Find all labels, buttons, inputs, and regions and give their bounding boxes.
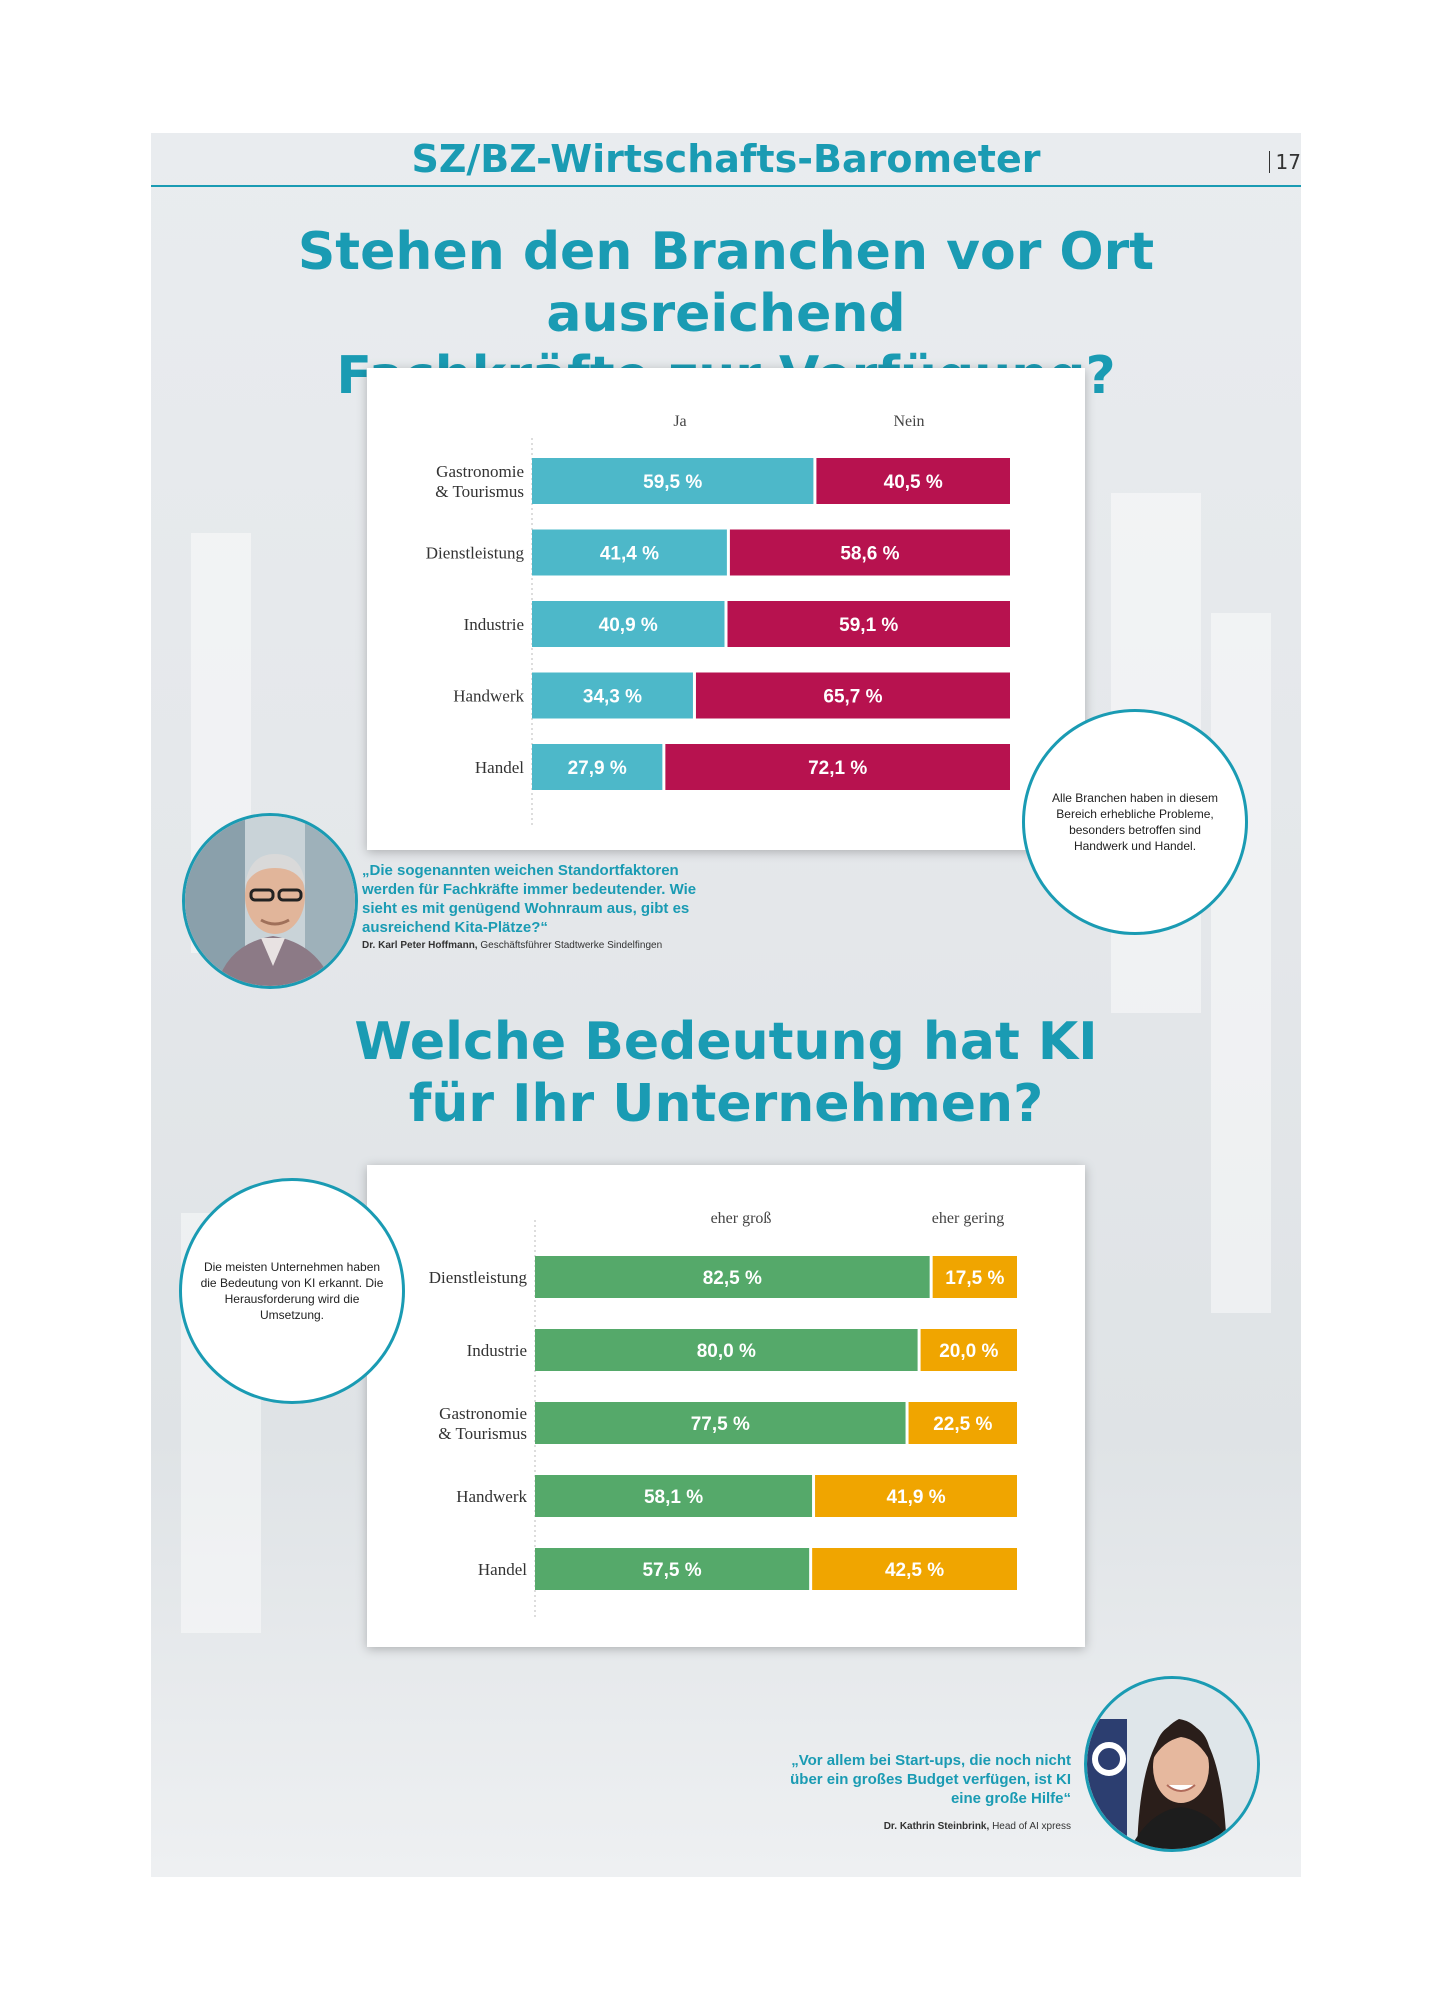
quote-hoffmann-author: Dr. Karl Peter Hoffmann, (362, 940, 478, 951)
bar-value-label: 40,5 % (884, 472, 943, 493)
quote-hoffmann-role: Geschäftsführer Stadtwerke Sindelfingen (480, 940, 663, 951)
quote-hoffmann: „Die sogenannten weichen Standortfaktore… (362, 862, 697, 936)
bar-segment (532, 672, 693, 719)
header-title: SZ/BZ-Wirtschafts-Barometer (411, 137, 1041, 181)
bar-value-label: 27,9 % (568, 758, 627, 779)
category-label: Handel (475, 758, 524, 777)
legend-label: Ja (673, 413, 686, 430)
bar-value-label: 59,5 % (643, 472, 702, 493)
quote-steinbrink: „Vor allem bei Start-ups, die noch nicht… (790, 1752, 1071, 1807)
newspaper-page: SZ/BZ-Wirtschafts-Barometer 17 Stehen de… (151, 133, 1301, 1877)
chart-fachkraefte-svg: Ja Nein Gastronomie & Tourismus 59,5 % 40,5 %… (426, 413, 1010, 828)
bar-segment (532, 601, 725, 647)
bar-value-label: 17,5 % (945, 1268, 1004, 1289)
quote-steinbrink-attribution: Dr. Kathrin Steinbrink, Head of AI xpres… (711, 1821, 1071, 1832)
avatar-hoffmann (182, 813, 358, 989)
bar-value-label: 72,1 % (808, 758, 867, 779)
callout-ki: Die meisten Unternehmen haben die Bedeut… (179, 1178, 405, 1404)
quote-steinbrink-author: Dr. Kathrin Steinbrink, (883, 1821, 990, 1832)
bar-segment (727, 601, 1010, 647)
category-label: Handel (478, 1560, 527, 1579)
bar-value-label: 40,9 % (599, 615, 658, 636)
bar-segment (932, 1256, 1017, 1298)
chart-fachkraefte: Ja Nein Gastronomie & Tourismus 59,5 % 40,5 %… (367, 368, 1085, 850)
category-label: Dienstleistung (429, 1268, 528, 1287)
bar-segment (812, 1548, 1017, 1590)
bar-value-label: 22,5 % (933, 1414, 992, 1435)
bar-value-label: 20,0 % (939, 1341, 998, 1362)
section1-heading-line1: Stehen den Branchen vor Ort ausreichend (297, 222, 1155, 344)
callout-fachkraefte-text: Alle Branchen haben in diesem Bereich er… (1051, 791, 1219, 853)
bar-value-label: 80,0 % (697, 1341, 756, 1362)
bar-value-label: 57,5 % (642, 1560, 701, 1581)
section2-heading-line1: Welche Bedeutung hat KI (354, 1012, 1098, 1072)
legend-label: Nein (893, 413, 924, 430)
bar-segment (532, 744, 663, 790)
background-decoration (1211, 613, 1271, 1313)
bar-segment (665, 744, 1010, 790)
bar-value-label: 82,5 % (703, 1268, 762, 1289)
bar-segment (535, 1548, 810, 1590)
category-label: Gastronomie & Tourismus (435, 462, 524, 501)
bar-value-label: 77,5 % (691, 1414, 750, 1435)
bar-segment (816, 458, 1010, 504)
chart-ki-bedeutung: eher groß eher gering Dienstleistung 82,5 %… (367, 1165, 1085, 1647)
bar-segment (695, 672, 1010, 719)
bar-segment (535, 1329, 918, 1371)
legend-label: eher gering (932, 1210, 1004, 1227)
legend-label: eher groß (711, 1210, 772, 1227)
category-label: Industrie (467, 1341, 527, 1360)
bar-value-label: 65,7 % (823, 687, 882, 708)
bar-value-label: 58,6 % (840, 544, 899, 565)
bar-segment (532, 529, 727, 576)
bar-segment (920, 1329, 1017, 1371)
page-header: SZ/BZ-Wirtschafts-Barometer 17 (151, 133, 1301, 187)
category-label: Handwerk (453, 687, 524, 706)
bar-segment (535, 1475, 813, 1517)
category-label: Handwerk (456, 1487, 527, 1506)
callout-ki-text: Die meisten Unternehmen haben die Bedeut… (200, 1260, 384, 1322)
chart-ki-bedeutung-svg: eher groß eher gering Dienstleistung 82,5 %… (429, 1210, 1017, 1620)
page-number: 17 (1268, 151, 1301, 173)
bar-segment (815, 1475, 1017, 1517)
bar-value-label: 42,5 % (885, 1560, 944, 1581)
bar-segment (535, 1402, 906, 1444)
bar-value-label: 59,1 % (839, 615, 898, 636)
category-label: Dienstleistung (426, 544, 525, 563)
portrait-steinbrink-image (1087, 1679, 1257, 1849)
bar-segment (908, 1402, 1017, 1444)
avatar-steinbrink (1084, 1676, 1260, 1852)
section2-heading: Welche Bedeutung hat KI für Ihr Unterneh… (151, 1011, 1301, 1135)
bar-value-label: 41,9 % (886, 1487, 945, 1508)
quote-steinbrink-role: Head of AI xpress (992, 1821, 1071, 1832)
callout-fachkraefte: Alle Branchen haben in diesem Bereich er… (1022, 709, 1248, 935)
bar-segment (729, 529, 1010, 576)
category-label: Gastronomie & Tourismus (438, 1404, 527, 1443)
bar-value-label: 58,1 % (644, 1487, 703, 1508)
bar-segment (535, 1256, 930, 1298)
portrait-hoffmann-image (185, 816, 355, 986)
bar-value-label: 41,4 % (600, 544, 659, 565)
section2-heading-line2: für Ihr Unternehmen? (408, 1074, 1044, 1134)
bar-value-label: 34,3 % (583, 687, 642, 708)
bar-segment (532, 458, 814, 504)
category-label: Industrie (464, 615, 524, 634)
quote-hoffmann-attribution: Dr. Karl Peter Hoffmann, Geschäftsführer… (362, 940, 762, 951)
